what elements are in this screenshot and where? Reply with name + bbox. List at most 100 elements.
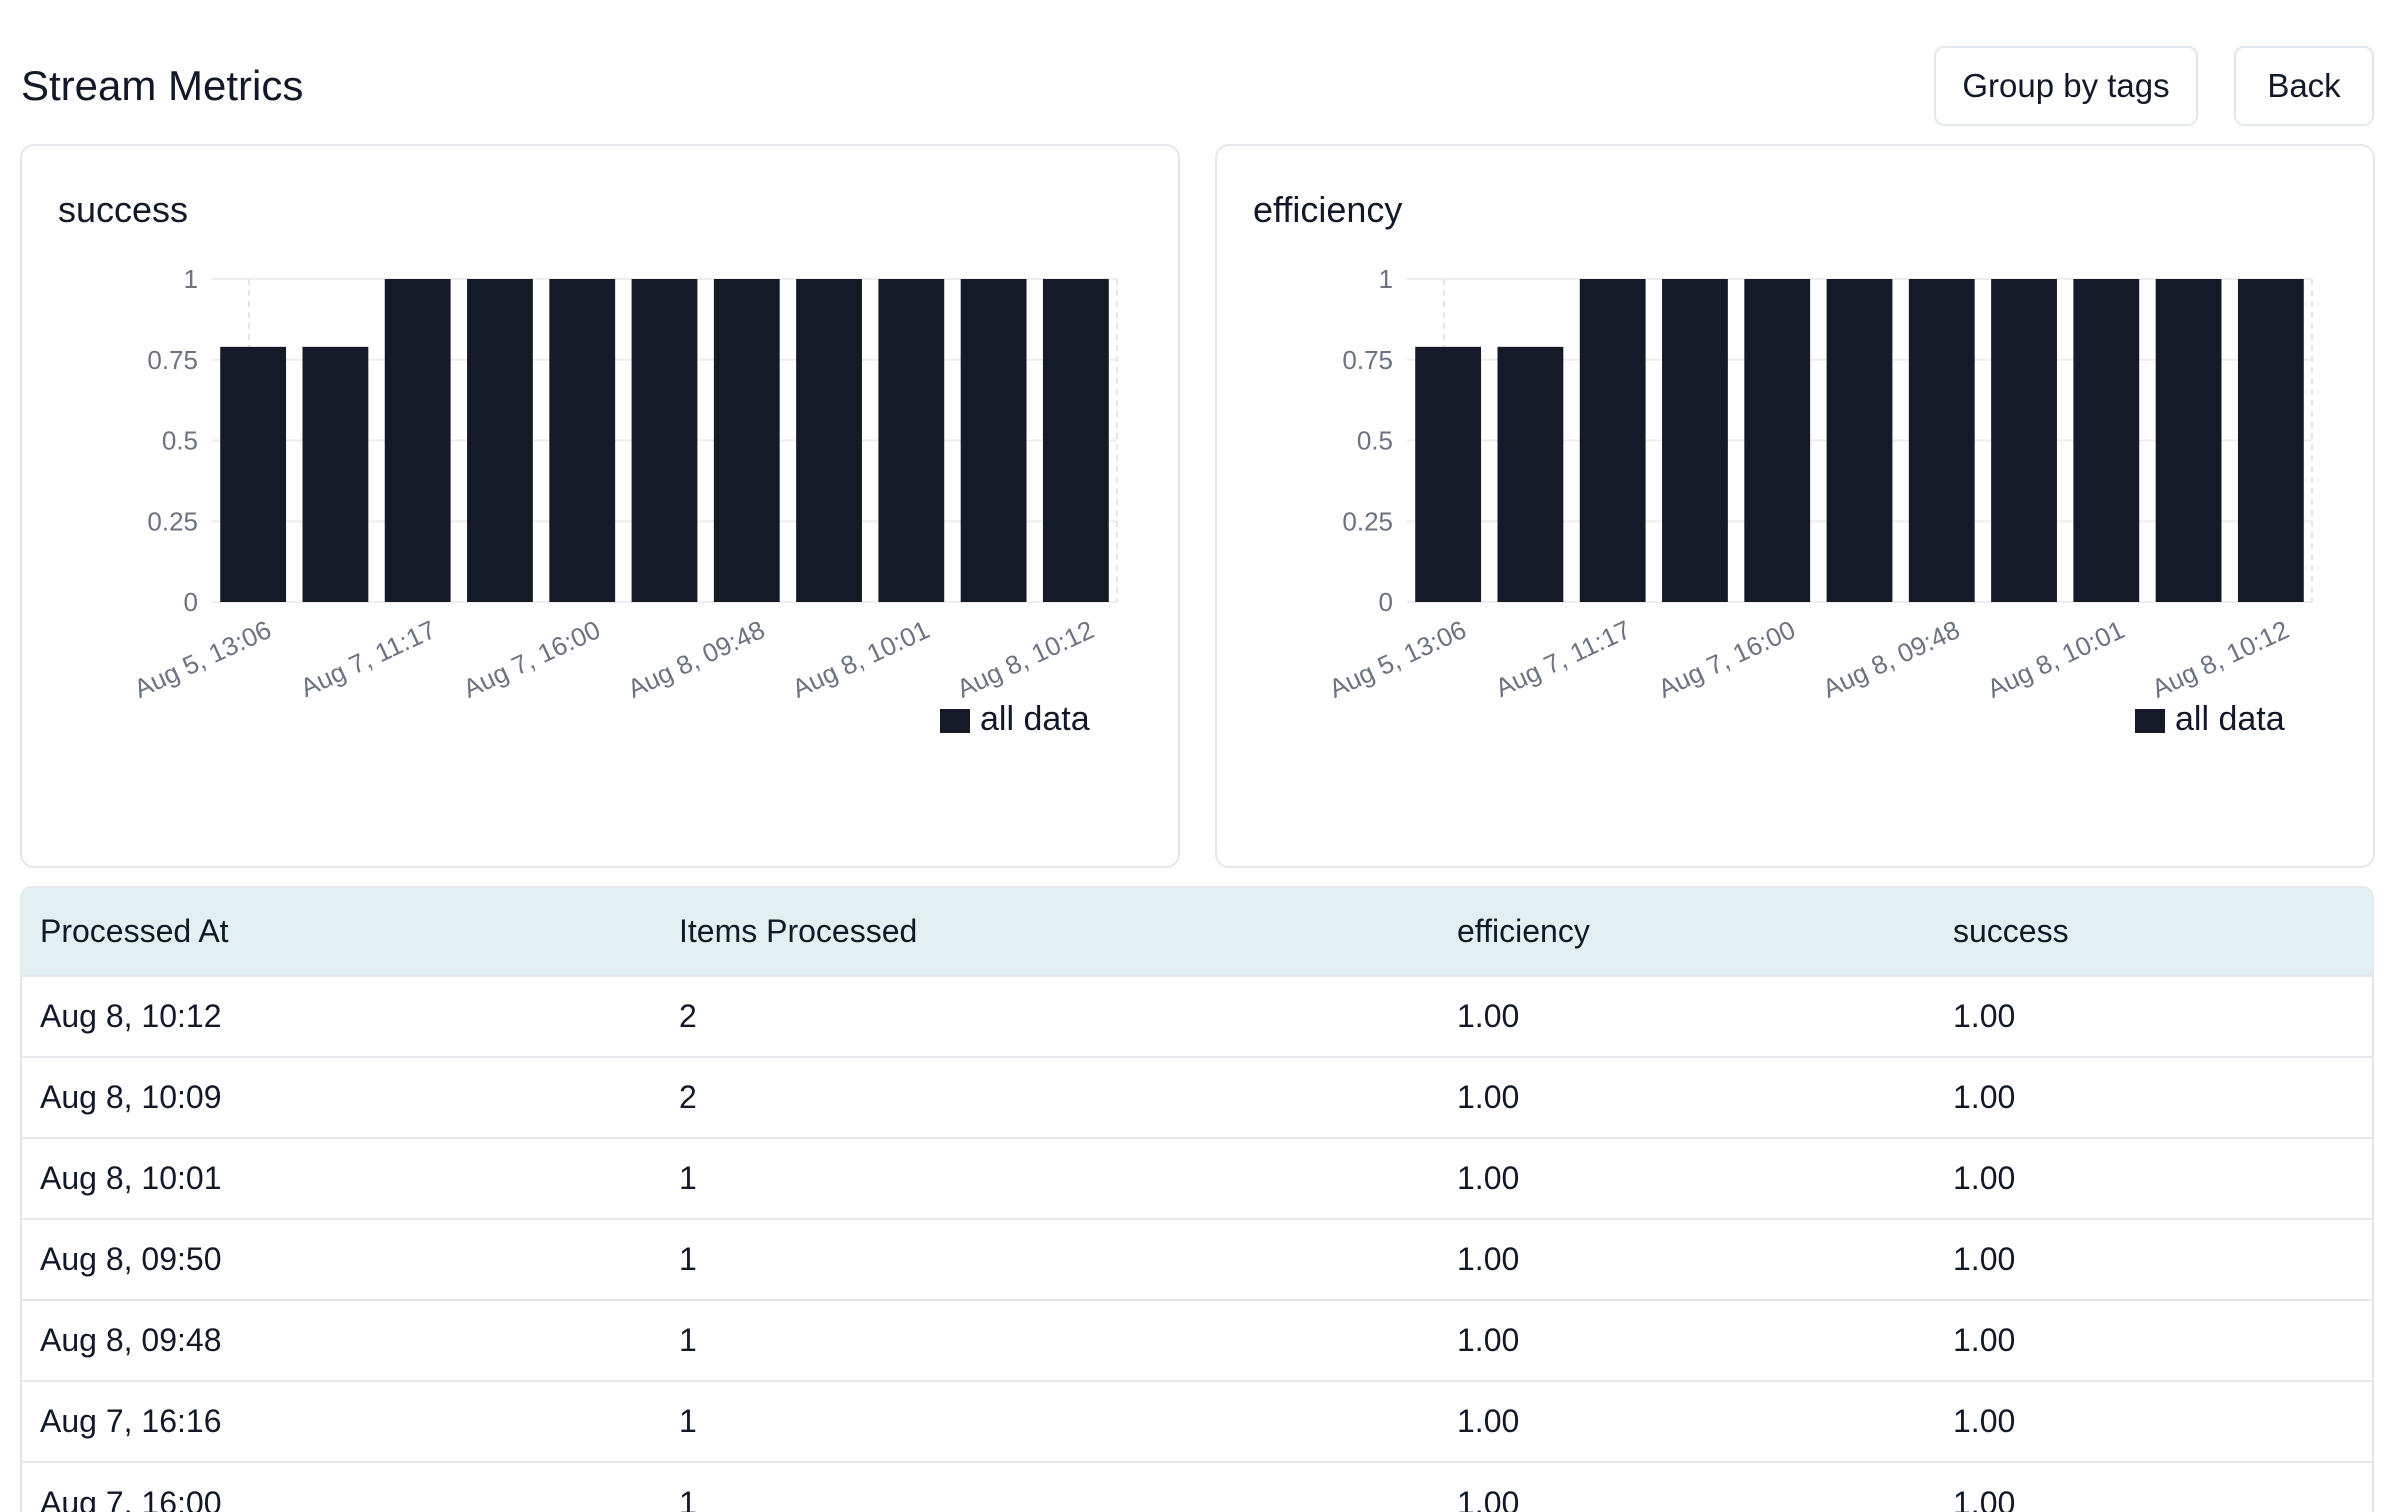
table-body: Aug 8, 10:12 2 1.00 1.00 Aug 8, 10:09 2 1.00 1.… xyxy=(22,976,2372,1512)
y-tick-label: 0.25 xyxy=(1342,506,1393,536)
cell-efficiency: 1.00 xyxy=(1457,1322,1520,1358)
y-tick-label: 0.25 xyxy=(147,506,198,536)
table-row[interactable]: Aug 8, 10:01 1 1.00 1.00 xyxy=(22,1138,2372,1219)
bar[interactable] xyxy=(1826,279,1893,602)
efficiency-chart-card: efficiency 0 0.25 0.5 0.75 1 Aug 5, 13:06 Aug … xyxy=(1215,144,2375,868)
bar[interactable] xyxy=(2073,279,2140,602)
bar[interactable] xyxy=(1908,279,1975,602)
bar[interactable] xyxy=(1497,346,1564,602)
legend-label[interactable]: all data xyxy=(980,700,1090,738)
y-tick-label: 0.5 xyxy=(1357,426,1393,456)
x-tick-label: Aug 8, 10:01 xyxy=(788,614,934,704)
x-tick-label: Aug 5, 13:06 xyxy=(129,614,275,704)
cell-processed-at: Aug 7, 16:00 xyxy=(40,1484,222,1512)
y-tick-label: 1 xyxy=(184,264,198,294)
cell-items-processed: 2 xyxy=(679,1079,697,1115)
page-title: Stream Metrics xyxy=(21,62,304,109)
bar[interactable] xyxy=(878,279,945,602)
x-tick-label: Aug 8, 09:48 xyxy=(1818,614,1964,704)
column-header-processed-at[interactable]: Processed At xyxy=(40,913,229,949)
cell-processed-at: Aug 8, 10:01 xyxy=(40,1160,222,1196)
cell-processed-at: Aug 7, 16:16 xyxy=(40,1403,222,1439)
metrics-table: Processed At Items Processed efficiency … xyxy=(20,886,2374,1512)
bar[interactable] xyxy=(713,279,780,602)
x-tick-label: Aug 7, 16:00 xyxy=(1653,614,1799,704)
bar[interactable] xyxy=(796,279,862,602)
x-tick-label: Aug 8, 10:01 xyxy=(1983,614,2129,704)
y-tick-label: 0.75 xyxy=(1342,345,1393,375)
table-header-row: Processed At Items Processed efficiency … xyxy=(22,888,2372,976)
column-header-items-processed[interactable]: Items Processed xyxy=(679,913,918,949)
bar[interactable] xyxy=(467,279,533,602)
table-row[interactable]: Aug 7, 16:00 1 1.00 1.00 xyxy=(22,1462,2372,1512)
x-tick-label: Aug 7, 11:17 xyxy=(296,614,441,703)
cell-efficiency: 1.00 xyxy=(1457,1484,1520,1512)
cell-items-processed: 1 xyxy=(679,1160,697,1196)
cell-efficiency: 1.00 xyxy=(1457,1079,1520,1115)
bar[interactable] xyxy=(1042,279,1109,602)
bar[interactable] xyxy=(1415,346,1482,602)
column-header-success[interactable]: success xyxy=(1953,913,2069,949)
cell-success: 1.00 xyxy=(1953,1484,2016,1512)
cell-items-processed: 2 xyxy=(679,998,697,1034)
y-tick-label: 0 xyxy=(184,587,198,617)
table-row[interactable]: Aug 8, 09:48 1 1.00 1.00 xyxy=(22,1300,2372,1381)
cell-items-processed: 1 xyxy=(679,1241,697,1277)
bar[interactable] xyxy=(2237,279,2304,602)
bar[interactable] xyxy=(384,279,451,602)
cell-success: 1.00 xyxy=(1953,998,2016,1034)
table-row[interactable]: Aug 8, 10:09 2 1.00 1.00 xyxy=(22,1057,2372,1138)
cell-items-processed: 1 xyxy=(679,1484,697,1512)
group-by-tags-button[interactable]: Group by tags xyxy=(1934,46,2198,126)
cell-efficiency: 1.00 xyxy=(1457,1160,1520,1196)
x-tick-label: Aug 7, 11:17 xyxy=(1491,614,1636,703)
bar[interactable] xyxy=(549,279,616,602)
cell-efficiency: 1.00 xyxy=(1457,1403,1520,1439)
back-button[interactable]: Back xyxy=(2234,46,2374,126)
column-header-efficiency[interactable]: efficiency xyxy=(1457,913,1590,949)
x-tick-label: Aug 5, 13:06 xyxy=(1324,614,1470,704)
bar[interactable] xyxy=(1662,279,1728,602)
bar[interactable] xyxy=(1991,279,2057,602)
legend-swatch xyxy=(940,709,970,733)
cell-efficiency: 1.00 xyxy=(1457,1241,1520,1277)
x-tick-label: Aug 8, 09:48 xyxy=(623,614,769,704)
chart-title: efficiency xyxy=(1253,189,1403,230)
legend-label[interactable]: all data xyxy=(2175,700,2285,738)
cell-success: 1.00 xyxy=(1953,1079,2016,1115)
table-row[interactable]: Aug 8, 09:50 1 1.00 1.00 xyxy=(22,1219,2372,1300)
page-header: Stream Metrics Group by tags Back xyxy=(0,0,2392,140)
x-tick-label: Aug 8, 10:12 xyxy=(2147,614,2293,704)
bar[interactable] xyxy=(1579,279,1646,602)
bar[interactable] xyxy=(302,346,369,602)
y-tick-label: 0 xyxy=(1379,587,1393,617)
table-row[interactable]: Aug 8, 10:12 2 1.00 1.00 xyxy=(22,976,2372,1057)
cell-success: 1.00 xyxy=(1953,1322,2016,1358)
success-chart-card: success 0 0.25 0.5 0.75 1 Aug 5, 13:06 Aug 7, … xyxy=(20,144,1180,868)
cell-efficiency: 1.00 xyxy=(1457,998,1520,1034)
cell-processed-at: Aug 8, 10:12 xyxy=(40,998,222,1034)
bar[interactable] xyxy=(220,346,287,602)
cell-processed-at: Aug 8, 09:48 xyxy=(40,1322,222,1358)
y-tick-label: 0.5 xyxy=(162,426,198,456)
table-row[interactable]: Aug 7, 16:16 1 1.00 1.00 xyxy=(22,1381,2372,1462)
bar[interactable] xyxy=(1744,279,1811,602)
cell-success: 1.00 xyxy=(1953,1241,2016,1277)
x-tick-label: Aug 7, 16:00 xyxy=(458,614,604,704)
chart-title: success xyxy=(58,189,189,230)
y-tick-label: 1 xyxy=(1379,264,1393,294)
cell-items-processed: 1 xyxy=(679,1403,697,1439)
cell-success: 1.00 xyxy=(1953,1160,2016,1196)
legend-swatch xyxy=(2135,709,2165,733)
cell-success: 1.00 xyxy=(1953,1403,2016,1439)
y-tick-label: 0.75 xyxy=(147,345,198,375)
bar[interactable] xyxy=(2155,279,2222,602)
cell-processed-at: Aug 8, 09:50 xyxy=(40,1241,222,1277)
cell-items-processed: 1 xyxy=(679,1322,697,1358)
bar[interactable] xyxy=(960,279,1027,602)
cell-processed-at: Aug 8, 10:09 xyxy=(40,1079,222,1115)
x-tick-label: Aug 8, 10:12 xyxy=(952,614,1098,704)
bar[interactable] xyxy=(631,279,698,602)
